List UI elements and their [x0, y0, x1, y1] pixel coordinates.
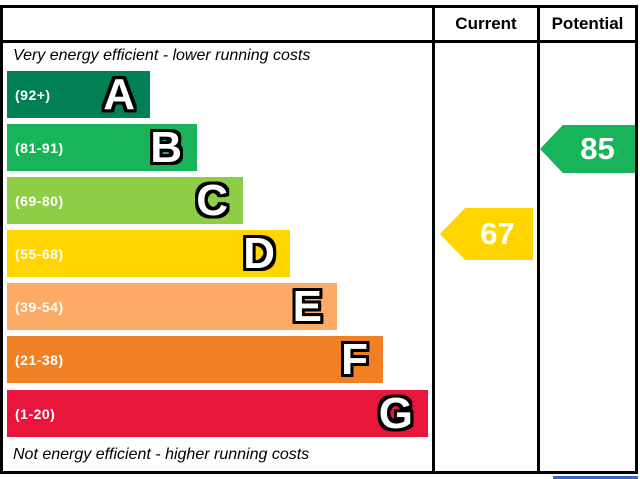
band-d: (55-68) D — [7, 230, 290, 277]
band-f-range: (21-38) — [15, 351, 64, 368]
eu-directive-box-edge — [553, 476, 638, 479]
band-e-range: (39-54) — [15, 298, 64, 315]
band-b-range: (81-91) — [15, 139, 64, 156]
band-b-letter: B — [150, 123, 182, 172]
band-c-range: (69-80) — [15, 192, 64, 209]
potential-rating-value: 85 — [580, 131, 615, 166]
current-rating-value: 67 — [480, 216, 515, 251]
band-g-letter: G — [378, 389, 413, 438]
band-a-letter: A — [103, 70, 135, 119]
current-column-divider — [432, 5, 435, 471]
table-border-right — [635, 5, 638, 474]
potential-column-divider — [537, 5, 540, 471]
band-d-range: (55-68) — [15, 245, 64, 262]
current-rating-arrow: 67 — [440, 208, 533, 260]
potential-column-header: Potential — [551, 14, 624, 33]
table-border-bottom — [0, 471, 638, 474]
band-a-range: (92+) — [15, 86, 51, 103]
table-border-top — [0, 5, 638, 8]
band-d-letter: D — [243, 229, 275, 278]
band-e: (39-54) E — [7, 283, 337, 330]
band-f: (21-38) F — [7, 336, 383, 383]
band-g-range: (1-20) — [15, 405, 56, 422]
band-c-letter: C — [196, 176, 228, 225]
band-b: (81-91) B — [7, 124, 197, 171]
band-g: (1-20) G — [7, 390, 428, 437]
current-column-header: Current — [455, 14, 517, 33]
potential-rating-arrow: 85 — [540, 125, 635, 173]
band-e-letter: E — [292, 282, 322, 331]
top-caption: Very energy efficient - lower running co… — [13, 47, 311, 64]
band-f-letter: F — [341, 335, 368, 384]
table-border-left — [0, 5, 3, 474]
bottom-caption: Not energy efficient - higher running co… — [13, 446, 310, 463]
band-c: (69-80) C — [7, 177, 243, 224]
header-separator — [0, 40, 638, 43]
band-a: (92+) A — [7, 71, 150, 118]
